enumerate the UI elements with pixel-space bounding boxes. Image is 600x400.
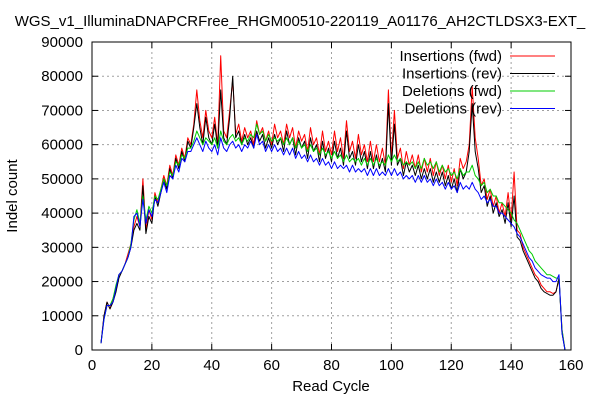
legend-label-0: Insertions (fwd) — [399, 48, 502, 65]
x-tick-label-100: 100 — [379, 357, 404, 374]
gridlines — [92, 42, 571, 350]
x-tick-label-120: 120 — [439, 357, 464, 374]
y-tick-label-30000: 30000 — [41, 239, 83, 256]
axis-ticks: 0 20 40 60 80 100 120 140 160 0 10000 20000 30000 400… — [41, 34, 583, 374]
x-tick-label-160: 160 — [558, 357, 583, 374]
x-axis-title: Read Cycle — [292, 378, 370, 395]
series-line-0 — [100, 55, 566, 351]
x-tick-label-0: 0 — [88, 357, 96, 374]
x-tick-label-60: 60 — [263, 357, 280, 374]
y-tick-label-70000: 70000 — [41, 102, 83, 119]
y-tick-label-80000: 80000 — [41, 68, 83, 85]
legend-label-3: Deletions (rev) — [404, 101, 502, 118]
legend-label-2: Deletions (fwd) — [402, 83, 502, 100]
x-tick-label-140: 140 — [499, 357, 524, 374]
legend-label-1: Insertions (rev) — [402, 66, 502, 83]
y-tick-label-0: 0 — [75, 342, 83, 359]
y-tick-label-60000: 60000 — [41, 137, 83, 154]
x-tick-label-20: 20 — [144, 357, 161, 374]
y-tick-label-10000: 10000 — [41, 308, 83, 325]
legend: Insertions (fwd)Insertions (rev)Deletion… — [399, 48, 555, 118]
series-lines — [100, 55, 566, 351]
y-tick-label-90000: 90000 — [41, 34, 83, 51]
x-tick-label-80: 80 — [323, 357, 340, 374]
chart-title: WGS_v1_IlluminaDNAPCRFree_RHGM00510-2201… — [15, 13, 586, 30]
y-axis-title: Indel count — [4, 158, 21, 232]
x-tick-label-40: 40 — [203, 357, 220, 374]
series-line-2 — [100, 123, 566, 351]
y-tick-label-50000: 50000 — [41, 171, 83, 188]
y-tick-label-40000: 40000 — [41, 205, 83, 222]
series-line-3 — [100, 133, 566, 351]
y-tick-label-20000: 20000 — [41, 274, 83, 291]
series-line-1 — [100, 75, 566, 351]
